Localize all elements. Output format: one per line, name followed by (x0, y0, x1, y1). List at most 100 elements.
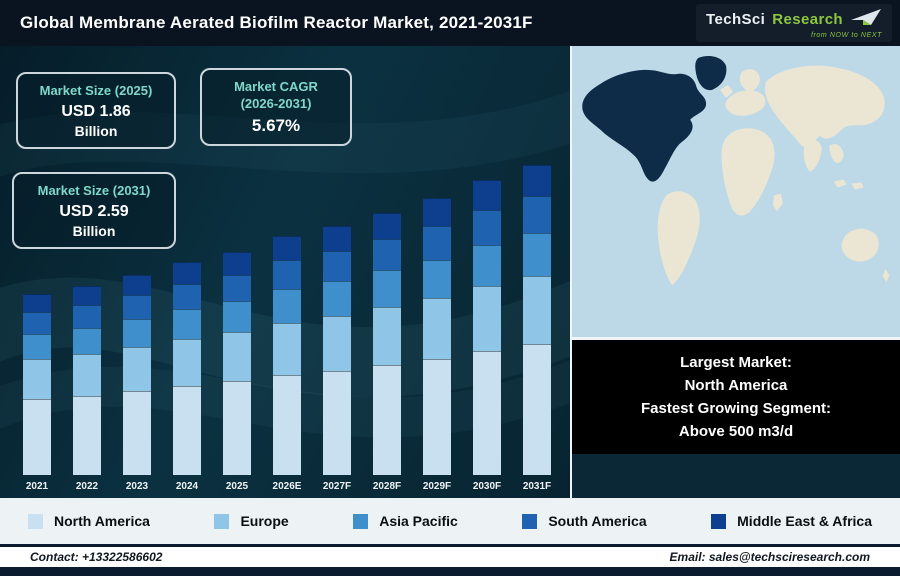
logo-tagline: from NOW to NEXT (810, 32, 882, 39)
bar-stack (423, 198, 451, 475)
x-axis-label: 2026E (272, 481, 302, 492)
region-uk (720, 84, 734, 98)
x-axis-label: 2030F (472, 481, 502, 492)
bar-segment-middle-east-africa (273, 236, 301, 260)
bar-segment-asia-pacific (173, 309, 201, 339)
bar-segment-south-america (123, 295, 151, 319)
bar-segment-europe (523, 276, 551, 344)
market-size-2025-box: Market Size (2025) USD 1.86 Billion (16, 72, 176, 149)
legend-label: North America (54, 513, 150, 529)
bar-segment-middle-east-africa (123, 275, 151, 295)
bar-column-2029F: 2029F (420, 198, 454, 492)
bar-segment-north-america (323, 371, 351, 475)
market-cagr-title-line1: Market CAGR (234, 79, 318, 94)
bar-segment-south-america (73, 305, 101, 328)
bar-segment-north-america (273, 375, 301, 475)
region-europe (725, 90, 766, 116)
bar-segment-europe (323, 316, 351, 371)
bar-segment-middle-east-africa (323, 226, 351, 251)
x-axis-label: 2031F (522, 481, 552, 492)
market-size-2025-title: Market Size (2025) (39, 83, 153, 98)
bar-column-2024: 2024 (170, 262, 204, 492)
market-size-2031-value: USD 2.59 (59, 203, 129, 220)
bar-column-2028F: 2028F (370, 213, 404, 492)
region-asia (764, 65, 885, 147)
market-size-2031-box: Market Size (2031) USD 2.59 Billion (12, 172, 176, 249)
logo-brand-secondary: Research (772, 11, 843, 28)
bar-segment-south-america (173, 284, 201, 309)
bar-segment-middle-east-africa (173, 262, 201, 284)
region-japan (875, 103, 884, 116)
region-australia (841, 228, 879, 262)
region-new-zealand (882, 269, 890, 283)
market-size-2025-value: USD 1.86 (61, 103, 131, 120)
region-greenland (695, 56, 727, 91)
bar-segment-europe (23, 359, 51, 399)
bar-segment-asia-pacific (23, 334, 51, 359)
region-indonesia-1 (833, 179, 847, 188)
region-scandinavia (739, 69, 760, 92)
bar-column-2031F: 2031F (520, 165, 554, 492)
bar-segment-asia-pacific (473, 245, 501, 286)
techsci-logo: TechSci Research from NOW to NEXT (696, 4, 892, 42)
bar-segment-north-america (523, 344, 551, 475)
bar-stack (23, 294, 51, 475)
bar-segment-south-america (23, 312, 51, 334)
bar-stack (123, 275, 151, 475)
x-axis-label: 2025 (225, 481, 249, 492)
bar-segment-south-america (323, 251, 351, 281)
legend-swatch (28, 513, 43, 529)
right-panel: Largest Market: North America Fastest Grow… (570, 46, 900, 498)
bar-segment-asia-pacific (323, 281, 351, 316)
bar-segment-south-america (423, 226, 451, 260)
bar-segment-north-america (223, 381, 251, 475)
bar-segment-asia-pacific (373, 270, 401, 307)
x-axis-label: 2024 (175, 481, 199, 492)
logo-brand-primary: TechSci (706, 11, 766, 28)
bar-segment-north-america (23, 399, 51, 475)
legend-item-south-america: South America (522, 513, 647, 529)
legend-label: Asia Pacific (379, 513, 458, 529)
bar-segment-europe (73, 354, 101, 396)
footer-email: Email: sales@techsciresearch.com (669, 550, 870, 564)
region-indonesia-2 (851, 182, 864, 190)
stacked-bar-chart: 2021 2022 2023 2024 2025 2026E 2027F 2028F 2029F… (20, 165, 554, 492)
bar-stack (373, 213, 401, 475)
paper-plane-icon (850, 8, 882, 31)
bar-segment-asia-pacific (73, 328, 101, 354)
bar-segment-south-america (373, 239, 401, 270)
x-axis-label: 2029F (422, 481, 452, 492)
bar-column-2021: 2021 (20, 294, 54, 492)
bar-segment-north-america (423, 359, 451, 475)
world-map-panel (572, 46, 900, 340)
market-cagr-box: Market CAGR (2026-2031) 5.67% (200, 68, 352, 146)
callout-box: Largest Market: North America Fastest Grow… (572, 340, 900, 454)
page-title: Global Membrane Aerated Biofilm Reactor … (20, 13, 533, 32)
header: Global Membrane Aerated Biofilm Reactor … (0, 0, 900, 46)
market-cagr-title-line2: (2026-2031) (240, 96, 312, 111)
chart-legend: North America Europe Asia Pacific South Ame… (0, 498, 900, 544)
bar-column-2022: 2022 (70, 286, 104, 492)
x-axis-label: 2023 (125, 481, 149, 492)
x-axis-label: 2027F (322, 481, 352, 492)
region-africa (721, 128, 775, 216)
region-india (803, 139, 822, 172)
x-axis-label: 2028F (372, 481, 402, 492)
region-south-america (657, 191, 700, 286)
chart-area: Market Size (2025) USD 1.86 Billion Mark… (0, 46, 570, 498)
bar-segment-europe (473, 286, 501, 351)
bar-stack (323, 226, 351, 475)
bar-stack (523, 165, 551, 475)
bar-column-2025: 2025 (220, 252, 254, 492)
footer-bottom-bar (0, 567, 900, 576)
bar-segment-north-america (473, 351, 501, 475)
bar-segment-south-america (473, 210, 501, 245)
bar-segment-middle-east-africa (473, 180, 501, 210)
bar-segment-asia-pacific (223, 301, 251, 332)
main-content: Market Size (2025) USD 1.86 Billion Mark… (0, 46, 900, 498)
legend-swatch (522, 513, 538, 529)
bar-segment-north-america (373, 365, 401, 475)
callout-line: Fastest Growing Segment: (640, 400, 832, 417)
callout-line: North America (684, 377, 788, 394)
